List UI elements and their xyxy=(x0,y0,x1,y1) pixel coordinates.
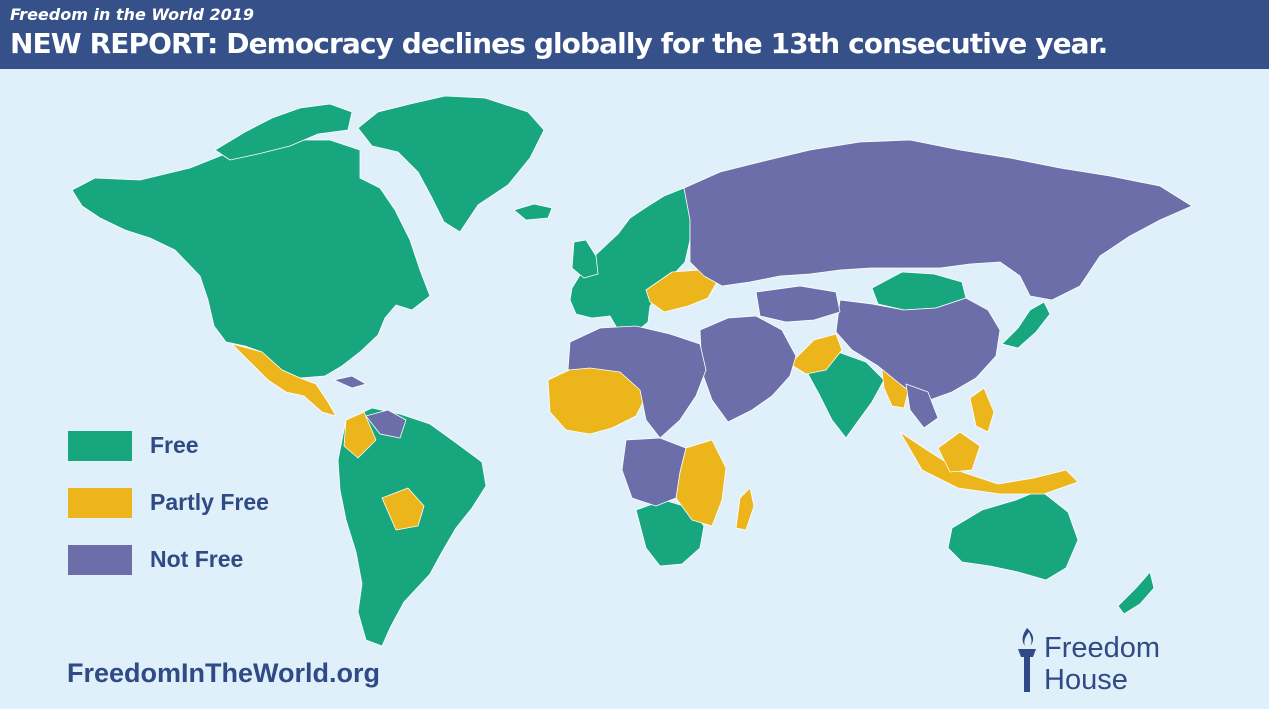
website-link[interactable]: FreedomInTheWorld.org xyxy=(67,658,381,688)
region-europe xyxy=(569,187,691,333)
brand-name-line1: Freedom xyxy=(1044,632,1161,664)
freedom-house-logo: Freedom House xyxy=(1014,626,1204,698)
region-canadian-arctic xyxy=(214,103,353,161)
region-borneo xyxy=(937,431,981,473)
region-japan xyxy=(1001,301,1051,349)
region-north-america xyxy=(71,139,431,379)
region-central-asia xyxy=(755,285,841,323)
region-cuba xyxy=(333,375,367,389)
region-colombia xyxy=(343,411,377,459)
title-banner: Freedom in the World 2019 NEW REPORT: De… xyxy=(0,0,1269,69)
region-bolivia xyxy=(381,487,425,531)
region-indochina xyxy=(905,383,939,429)
legend-item-partly-free: Partly Free xyxy=(68,487,328,519)
region-philippines xyxy=(969,387,995,433)
torch-icon xyxy=(1018,628,1036,692)
region-venezuela xyxy=(365,409,407,439)
region-indonesia xyxy=(899,431,1079,495)
legend-swatch-not-free xyxy=(68,545,132,575)
region-middle-east xyxy=(699,315,797,423)
region-north-africa xyxy=(567,325,707,439)
region-new-zealand xyxy=(1117,571,1155,615)
region-british-isles xyxy=(571,239,599,279)
region-india xyxy=(807,351,885,439)
region-pakistan-area xyxy=(789,333,843,375)
legend-swatch-partly-free xyxy=(68,488,132,518)
region-madagascar xyxy=(735,487,755,531)
brand-name-line2: House xyxy=(1044,664,1128,696)
world-freedom-map xyxy=(71,95,1193,647)
region-mexico-central-america xyxy=(231,343,337,417)
legend-label-free: Free xyxy=(150,432,199,458)
legend-label-not-free: Not Free xyxy=(150,546,244,572)
region-russia xyxy=(683,139,1193,301)
region-australia xyxy=(947,489,1079,581)
legend-swatch-free xyxy=(68,431,132,461)
report-kicker: Freedom in the World 2019 xyxy=(10,5,255,24)
region-southern-africa xyxy=(635,499,705,567)
region-china xyxy=(835,297,1001,403)
region-greenland xyxy=(357,95,545,233)
headline: NEW REPORT: Democracy declines globally … xyxy=(10,27,1108,60)
legend-item-free: Free xyxy=(68,430,328,462)
region-central-africa xyxy=(621,437,687,507)
legend-item-not-free: Not Free xyxy=(68,544,328,576)
region-ukraine-balkans xyxy=(645,269,719,313)
legend-label-partly-free: Partly Free xyxy=(150,489,269,515)
region-iceland xyxy=(513,203,553,221)
